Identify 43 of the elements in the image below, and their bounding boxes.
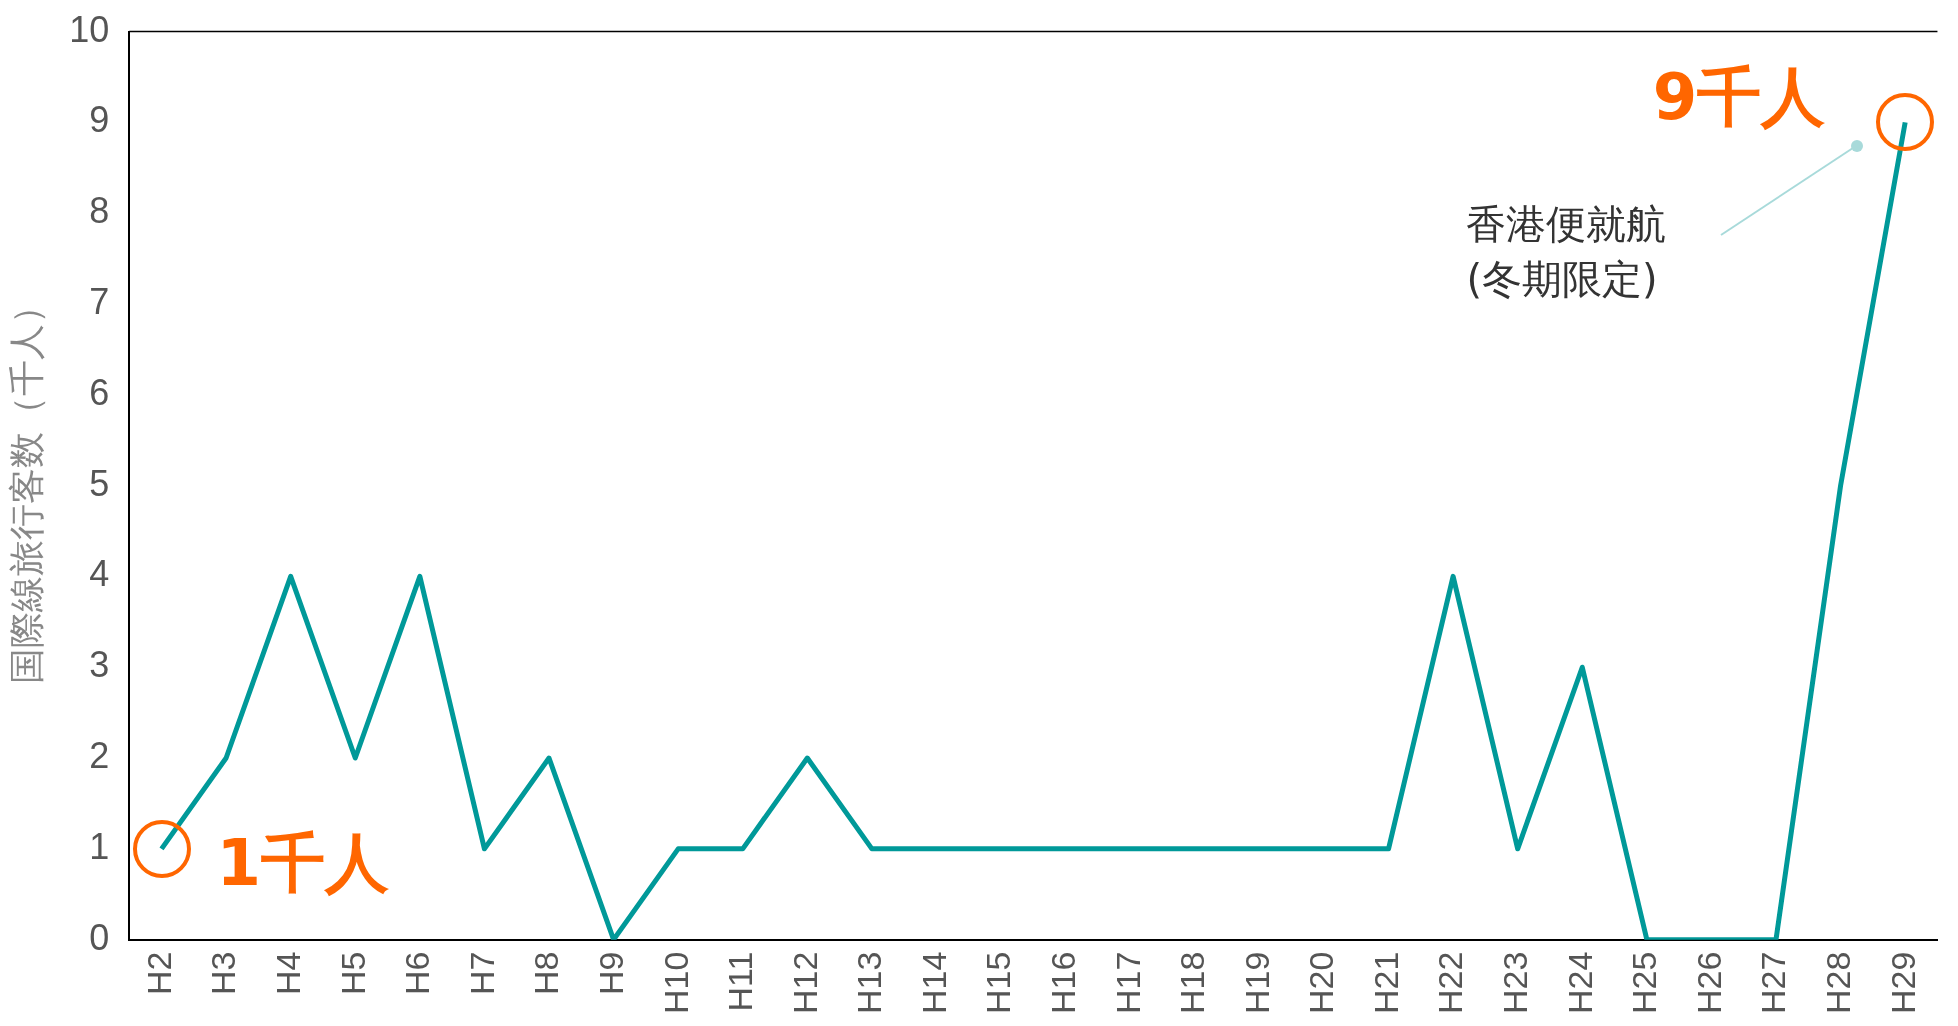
x-tick-label: H3 xyxy=(204,951,243,996)
x-tick-label: H23 xyxy=(1496,951,1535,1014)
x-tick-label: H5 xyxy=(333,951,372,996)
x-tick-label: H10 xyxy=(656,951,695,1014)
y-axis-title: 国際線旅行客数（千人） xyxy=(5,287,47,684)
x-tick-label: H26 xyxy=(1689,951,1728,1014)
x-tick-label: H9 xyxy=(591,951,630,996)
x-tick-label: H14 xyxy=(914,951,953,1014)
x-tick-label: H13 xyxy=(850,951,889,1014)
y-tick-label: 1 xyxy=(89,825,110,867)
x-tick-label: H18 xyxy=(1173,951,1212,1014)
annotation: 9千人 xyxy=(1652,60,1826,135)
y-tick-label: 7 xyxy=(89,280,110,322)
x-tick-label: H25 xyxy=(1625,951,1664,1014)
x-tick-label: H12 xyxy=(785,951,824,1014)
x-tick-label: H20 xyxy=(1302,951,1341,1014)
x-tick-label: H17 xyxy=(1108,951,1147,1014)
x-tick-label: H7 xyxy=(462,951,501,996)
x-tick-label: H21 xyxy=(1366,951,1405,1014)
y-tick-label: 9 xyxy=(89,99,110,141)
x-tick-label: H15 xyxy=(979,951,1018,1014)
annotation: 香港便就航 (冬期限定) xyxy=(1466,200,1667,302)
y-tick-label: 10 xyxy=(69,8,110,50)
y-tick-label: 5 xyxy=(89,462,110,504)
x-tick-label: H8 xyxy=(527,951,566,996)
x-tick-label: H29 xyxy=(1883,951,1922,1014)
x-tick-label: H4 xyxy=(269,951,308,996)
x-tick-label: H27 xyxy=(1754,951,1793,1014)
x-tick-label: H24 xyxy=(1560,951,1599,1014)
y-tick-label: 8 xyxy=(89,190,110,232)
y-tick-label: 4 xyxy=(89,553,110,595)
x-tick-label: H2 xyxy=(139,951,178,996)
x-tick-label: H19 xyxy=(1237,951,1276,1014)
x-tick-label: H16 xyxy=(1044,951,1083,1014)
x-tick-label: H6 xyxy=(398,951,437,996)
y-tick-label: 0 xyxy=(89,916,110,958)
y-tick-label: 6 xyxy=(89,371,110,413)
x-tick-label: H11 xyxy=(721,951,760,1012)
y-tick-label: 3 xyxy=(89,644,110,686)
x-tick-label: H28 xyxy=(1818,951,1857,1014)
y-tick-label: 2 xyxy=(89,734,110,776)
x-tick-label: H22 xyxy=(1431,951,1470,1014)
annotation: 1千人 xyxy=(216,826,390,901)
